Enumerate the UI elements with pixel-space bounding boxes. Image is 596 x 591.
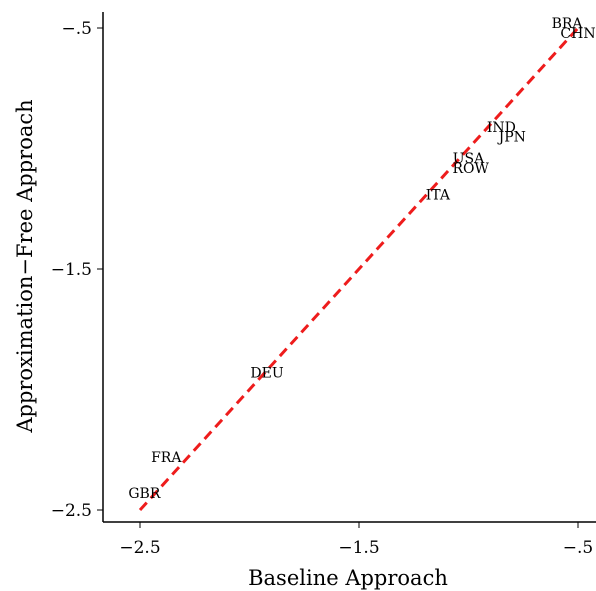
- point-label-usa: USA: [453, 151, 485, 167]
- point-label-row: ROW: [452, 161, 489, 177]
- point-label-chn: CHN: [560, 26, 595, 42]
- reference-line: [138, 26, 580, 512]
- y-tick-label: −2.5: [51, 501, 92, 521]
- point-label-gbr: GBR: [128, 486, 160, 502]
- point-label-ita: ITA: [426, 187, 451, 203]
- reference-line-group: [138, 26, 580, 512]
- point-label-deu: DEU: [250, 366, 283, 382]
- x-tick-label: −.5: [563, 538, 593, 558]
- y-tick-label: −1.5: [51, 260, 92, 280]
- x-tick-label: −2.5: [119, 538, 160, 558]
- point-label-ind: IND: [487, 120, 516, 136]
- y-axis-title: Approximation−Free Approach: [13, 99, 37, 433]
- point-label-bra: BRA: [552, 16, 584, 32]
- x-ticks: −2.5 −1.5 −.5: [119, 522, 593, 558]
- point-label-jpn: JPN: [497, 129, 526, 145]
- y-tick-label: −.5: [62, 19, 92, 39]
- point-label-fra: FRA: [151, 450, 182, 466]
- axes: [102, 12, 596, 523]
- x-axis-title: Baseline Approach: [248, 566, 448, 590]
- x-tick-label: −1.5: [338, 538, 379, 558]
- y-ticks: −2.5 −1.5 −.5: [51, 19, 103, 521]
